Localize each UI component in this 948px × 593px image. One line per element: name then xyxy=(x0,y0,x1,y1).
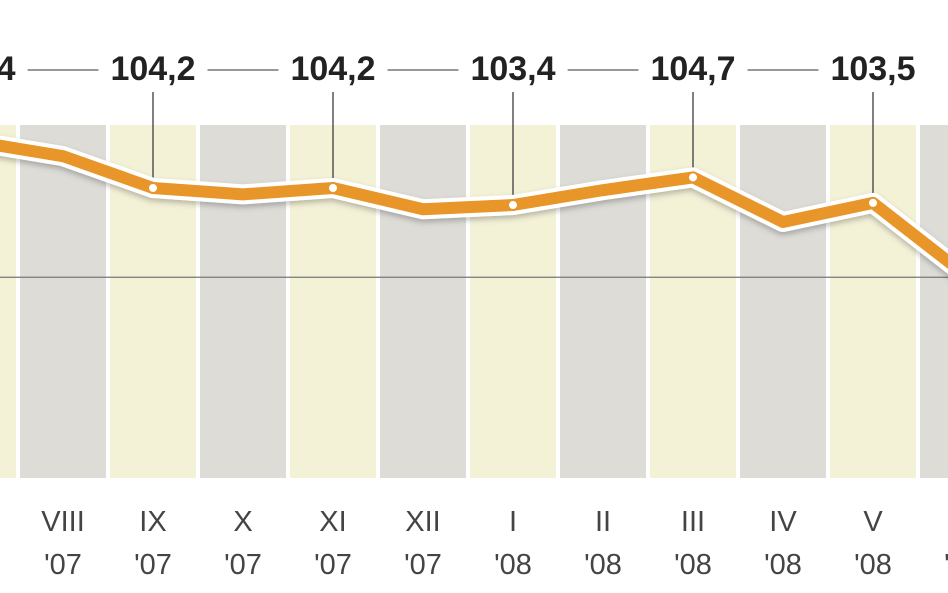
x-tick-label: '08 xyxy=(674,549,712,581)
x-tick-label: '07 xyxy=(224,549,262,581)
x-tick-label: '08 xyxy=(584,549,622,581)
x-tick-label: IX xyxy=(139,506,166,538)
value-label: 103,4 xyxy=(470,50,555,88)
data-line xyxy=(0,139,948,269)
x-tick-label: III xyxy=(681,506,705,538)
value-label: 104,2 xyxy=(290,50,375,88)
column-band xyxy=(740,125,826,478)
point-marker xyxy=(147,182,159,195)
value-label: 104,7 xyxy=(650,50,735,88)
column-band xyxy=(20,125,106,478)
point-marker xyxy=(507,199,519,212)
point-marker xyxy=(327,182,339,195)
x-tick-label: V xyxy=(863,506,883,538)
x-tick-label: IV xyxy=(769,506,797,538)
column-band xyxy=(200,125,286,478)
x-tick-label: I xyxy=(509,506,517,538)
column-band xyxy=(0,125,16,478)
x-tick-label: VIII xyxy=(41,506,85,538)
x-tick-label: '07 xyxy=(314,549,352,581)
x-tick-label: XI xyxy=(319,506,346,538)
x-tick-label: '07 xyxy=(404,549,442,581)
x-tick-label: II xyxy=(595,506,611,538)
column-band xyxy=(920,125,948,478)
x-tick-label: '08 xyxy=(944,549,948,581)
column-band xyxy=(380,125,466,478)
x-tick-label: '07 xyxy=(134,549,172,581)
point-marker xyxy=(867,196,879,209)
x-tick-label: XII xyxy=(405,506,440,538)
x-tick-label: '08 xyxy=(854,549,892,581)
value-label: 106,4 xyxy=(0,50,16,88)
x-tick-label: X xyxy=(233,506,252,538)
value-label: 103,5 xyxy=(830,50,915,88)
x-tick-label: '08 xyxy=(764,549,802,581)
x-tick-label: '08 xyxy=(494,549,532,581)
point-marker xyxy=(687,171,699,184)
value-label: 104,2 xyxy=(110,50,195,88)
x-tick-label: '07 xyxy=(44,549,82,581)
